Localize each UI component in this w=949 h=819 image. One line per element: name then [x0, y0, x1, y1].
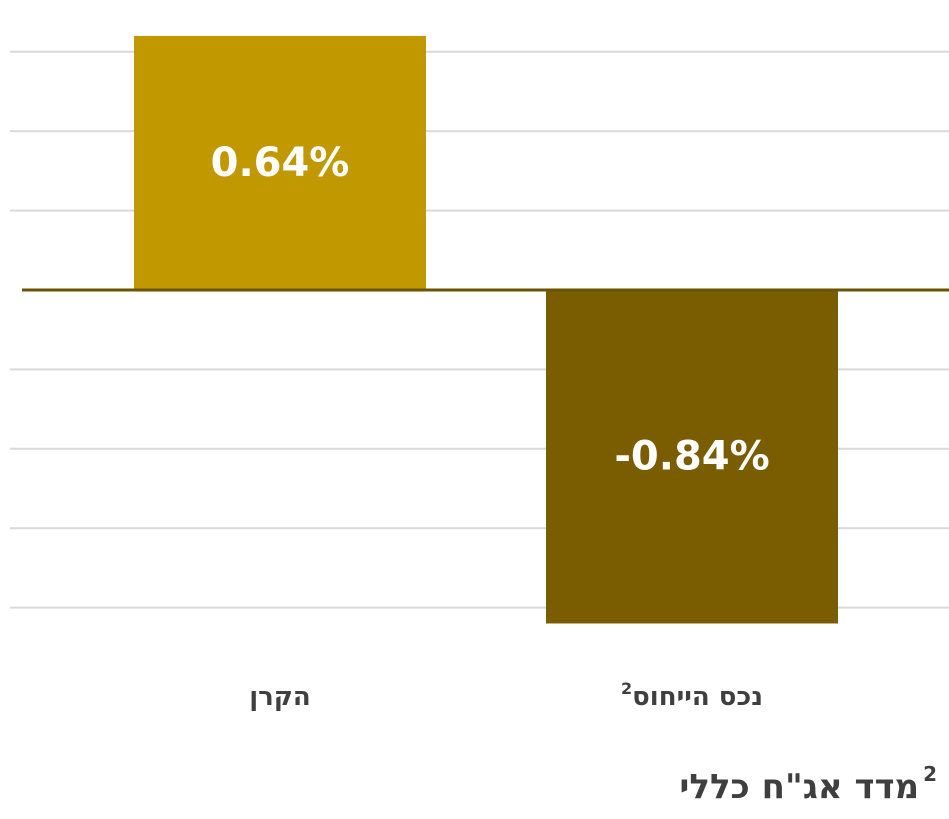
chart-area: 0.64% -0.84% הקרן נכס הייחוס2: [10, 35, 949, 712]
data-label-1: 0.64%: [211, 140, 350, 186]
data-labels: 0.64% -0.84%: [211, 140, 770, 480]
footnote-text: מדד אג"ח כללי: [679, 767, 920, 807]
category-label-2: נכס הייחוס2: [621, 679, 763, 712]
category-labels: הקרן נכס הייחוס2: [249, 679, 763, 712]
category-label-text: נכס הייחוס: [632, 682, 763, 712]
category-label-superscript: 2: [621, 679, 632, 698]
bar-1: [134, 35, 426, 290]
bar-2: [546, 290, 838, 624]
bars: [134, 35, 838, 624]
category-label-1: הקרן: [249, 682, 311, 712]
footnote-superscript: 2: [923, 762, 937, 786]
footnote: 2מדד אג"ח כללי: [679, 764, 937, 807]
data-label-2: -0.84%: [614, 434, 769, 480]
category-label-text: הקרן: [249, 682, 311, 712]
